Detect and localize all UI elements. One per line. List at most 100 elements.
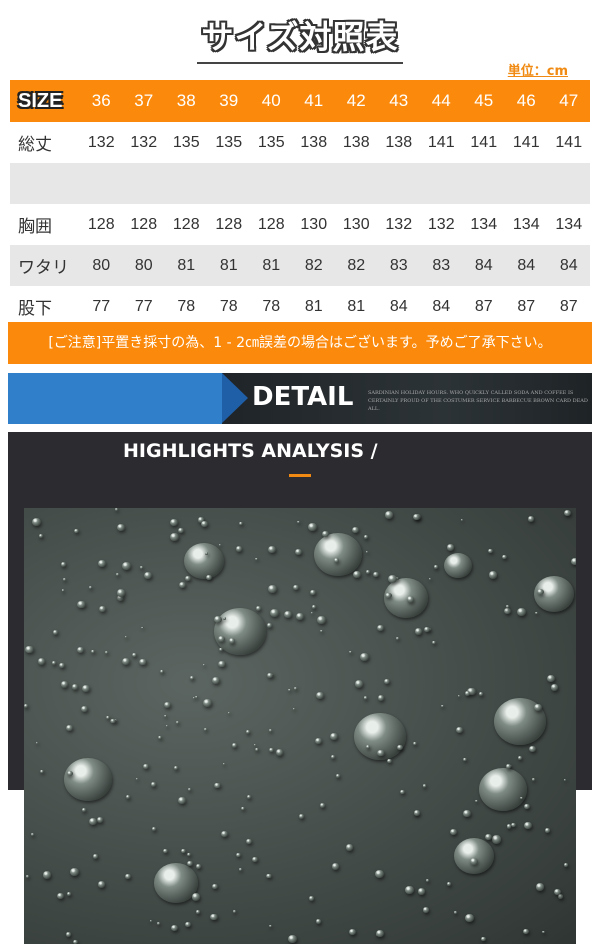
droplet: [463, 809, 471, 817]
droplet: [232, 910, 236, 913]
droplet: [255, 606, 261, 611]
detail-dark-panel: [222, 373, 592, 424]
droplet: [110, 718, 116, 724]
droplet: [387, 758, 392, 763]
droplet: [283, 610, 293, 619]
table-cell: 84: [389, 297, 408, 315]
droplet: [363, 696, 368, 700]
droplet: [235, 852, 241, 858]
droplet: [60, 562, 67, 568]
droplet: [417, 888, 426, 895]
droplet: [504, 608, 511, 615]
droplet: [315, 919, 322, 925]
droplet: [115, 572, 120, 577]
droplet: [245, 730, 250, 734]
droplet: [255, 558, 258, 561]
droplet: [563, 863, 568, 868]
table-cell: 46: [505, 80, 548, 122]
droplet: [57, 893, 64, 900]
droplet: [69, 868, 79, 877]
table-cell: 43: [377, 80, 420, 122]
droplet: [426, 879, 429, 882]
table-cell: 135: [172, 133, 200, 151]
droplet: [309, 589, 317, 596]
droplet: [39, 534, 44, 539]
table-cell: 134: [555, 215, 583, 233]
droplet: [481, 937, 486, 941]
table-cell: 37: [122, 80, 165, 122]
droplet: [332, 863, 340, 870]
droplet: [535, 883, 545, 892]
droplet: [203, 699, 213, 707]
table-cell: 141: [512, 133, 540, 151]
droplet: [202, 663, 205, 666]
droplet: [141, 626, 144, 629]
droplet: [464, 913, 474, 922]
droplet: [255, 747, 259, 751]
droplet: [349, 650, 353, 654]
droplet: [37, 658, 45, 665]
table-cell: 36: [80, 80, 123, 122]
table-cell: 130: [342, 215, 370, 233]
droplet: [125, 794, 131, 799]
droplet: [214, 616, 223, 624]
droplet: [236, 545, 243, 552]
droplet: [528, 745, 537, 753]
droplet: [117, 524, 125, 532]
droplet: [450, 829, 458, 836]
droplet: [406, 595, 414, 603]
row-label: [10, 163, 80, 204]
table-cell: 42: [335, 80, 378, 122]
table-cell: 78: [219, 297, 238, 315]
droplet: [142, 763, 149, 770]
droplet: [222, 763, 225, 766]
droplet: [211, 883, 218, 890]
droplet: [163, 714, 167, 718]
droplet: [524, 803, 530, 809]
table-cell: [250, 163, 293, 204]
droplet: [310, 612, 314, 615]
row-label: SIZE: [10, 80, 80, 122]
droplet: [365, 570, 370, 574]
droplet: [554, 889, 562, 896]
droplet: [143, 571, 152, 579]
droplet: [296, 612, 304, 620]
droplet: [157, 735, 163, 740]
droplet: [534, 704, 542, 711]
droplet: [185, 576, 192, 582]
droplet: [214, 782, 221, 789]
droplet: [441, 704, 444, 707]
droplet: [571, 557, 576, 565]
droplet: [385, 511, 394, 519]
table-cell: 81: [165, 245, 208, 286]
row-label-text: 総丈: [18, 135, 52, 154]
droplet: [537, 588, 544, 595]
table-cell: 132: [130, 133, 158, 151]
heading-underline: [289, 474, 311, 477]
droplet: [374, 869, 384, 878]
droplet: [212, 677, 220, 685]
droplet: [298, 814, 304, 819]
droplet: [162, 848, 168, 854]
droplet: [150, 781, 157, 787]
table-cell: 83: [420, 245, 463, 286]
droplet: [375, 929, 385, 938]
table-cell: 87: [474, 297, 493, 315]
droplet: [454, 911, 457, 914]
droplet: [412, 514, 420, 521]
droplet: [488, 548, 493, 554]
table-cell: [80, 163, 123, 204]
droplet: [446, 544, 454, 551]
row-label-text: ワタリ: [18, 258, 69, 277]
droplet: [422, 784, 427, 788]
detail-tagline: SARDINIAN HOLIDAY HOURS. WHO QUICKLY CAL…: [368, 390, 588, 412]
droplet: [457, 694, 461, 697]
table-cell: 132: [427, 215, 455, 233]
droplet: [187, 861, 193, 867]
table-cell: 80: [80, 245, 123, 286]
droplet: [25, 874, 29, 878]
table-cell: 128: [257, 215, 285, 233]
droplet: [96, 817, 103, 823]
droplet: [275, 749, 284, 756]
droplet: [31, 833, 34, 837]
